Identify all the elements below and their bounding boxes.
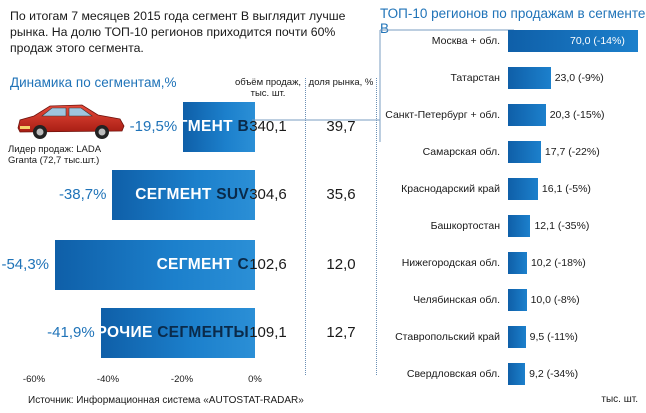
region-name: Самарская обл. [422, 146, 500, 158]
region-value-label: 10,2 (-18%) [530, 257, 586, 269]
segment-name-tail: СЕГМЕНТЫ [157, 324, 249, 341]
region-name: Татарстан [450, 72, 500, 84]
segment-name-main: СЕГМЕНТ [156, 118, 238, 135]
intro-text: По итогам 7 месяцев 2015 года сегмент B … [10, 9, 346, 55]
x-tick-label: -60% [22, 374, 46, 385]
region-bar [508, 326, 526, 348]
region-value-label: 16,1 (-5%) [541, 183, 591, 195]
region-name: Свердловская обл. [406, 368, 500, 380]
region-bar [508, 363, 526, 385]
segment-change-label: -38,7% [58, 186, 107, 203]
segment-bar [100, 308, 255, 358]
segment-name: СЕГМЕНТ C [157, 240, 249, 290]
source-caption: Источник: Информационная система «AUTOST… [28, 395, 304, 406]
region-value-label: 17,7 (-22%) [544, 146, 600, 158]
segment-row: СЕГМЕНТ SUV -38,7% 304,6 35,6 [0, 170, 380, 220]
region-name: Башкортостан [430, 220, 500, 232]
x-tick-label: 0% [248, 374, 262, 385]
segment-name: ПРОЧИЕ СЕГМЕНТЫ [85, 308, 249, 358]
share-column-header: доля рынка, % [308, 77, 374, 88]
segment-volume: 109,1 [249, 324, 287, 341]
region-value-label: 9,5 (-11%) [529, 331, 578, 343]
region-bar [508, 104, 546, 126]
region-value-label: 9,2 (-34%) [529, 368, 579, 380]
x-tick-label: -20% [170, 374, 194, 385]
segment-volume: 102,6 [249, 256, 287, 273]
region-bar [508, 141, 541, 163]
region-value-label: 10,0 (-8%) [530, 294, 580, 306]
region-bar [508, 252, 527, 274]
segment-name-tail: B [237, 118, 249, 135]
segment-share: 12,7 [326, 324, 356, 341]
segment-row: ПРОЧИЕ СЕГМЕНТЫ -41,9% 109,1 12,7 [0, 308, 380, 358]
region-name: Москва + обл. [431, 35, 500, 47]
region-bar [508, 30, 638, 52]
segment-name-tail: SUV [216, 186, 249, 203]
units-label: тыс. шт. [601, 394, 638, 405]
region-bar [508, 178, 538, 200]
segment-volume: 304,6 [249, 186, 287, 203]
segments-chart-title: Динамика по сегментам,% [10, 75, 177, 90]
segment-volume: 340,1 [249, 118, 287, 135]
region-bar [508, 289, 527, 311]
segment-row: СЕГМЕНТ C -54,3% 102,6 12,0 [0, 240, 380, 290]
region-bar [508, 67, 551, 89]
region-name: Санкт-Петербург + обл. [385, 109, 500, 121]
segment-name: СЕГМЕНТ SUV [135, 170, 249, 220]
volume-column-header: объём продаж, тыс. шт. [234, 77, 302, 99]
segment-change-label: -41,9% [47, 324, 95, 341]
segment-name-main: СЕГМЕНТ [135, 186, 217, 203]
regions-chart-title: ТОП-10 регионов по продажам в сегменте B [380, 6, 646, 36]
segment-change-label: -54,3% [1, 256, 49, 273]
segment-change-label: -19,5% [129, 118, 178, 135]
column-divider [305, 78, 306, 375]
segment-name-main: ПРОЧИЕ [85, 324, 158, 341]
segment-bar [54, 240, 255, 290]
segment-name-tail: C [237, 256, 249, 273]
region-name: Краснодарский край [401, 183, 500, 195]
segment-share: 39,7 [326, 118, 356, 135]
region-value-label: 12,1 (-35%) [534, 220, 590, 232]
region-value-label: 23,0 (-9%) [554, 72, 604, 84]
segment-name-main: СЕГМЕНТ [156, 256, 238, 273]
segment-bar [183, 102, 255, 152]
segment-name: СЕГМЕНТ B [157, 102, 249, 152]
region-name: Челябинская обл. [413, 294, 500, 306]
segment-share: 12,0 [326, 256, 356, 273]
region-name: Нижегородская обл. [401, 257, 500, 269]
connector-lines [252, 29, 514, 142]
region-name: Ставропольский край [395, 331, 500, 343]
car-icon [17, 104, 125, 139]
segment-share: 35,6 [326, 186, 356, 203]
leader-caption: Лидер продаж: LADA Granta (72,7 тыс.шт.) [8, 144, 101, 166]
region-value-label: 20,3 (-15%) [549, 109, 605, 121]
column-divider [376, 78, 377, 375]
segment-row: СЕГМЕНТ B -19,5% 340,1 39,7 [0, 102, 380, 152]
region-bar [508, 215, 531, 237]
region-value-label: 70,0 (-14%) [570, 35, 625, 47]
segment-bar [112, 170, 255, 220]
x-tick-label: -40% [96, 374, 120, 385]
